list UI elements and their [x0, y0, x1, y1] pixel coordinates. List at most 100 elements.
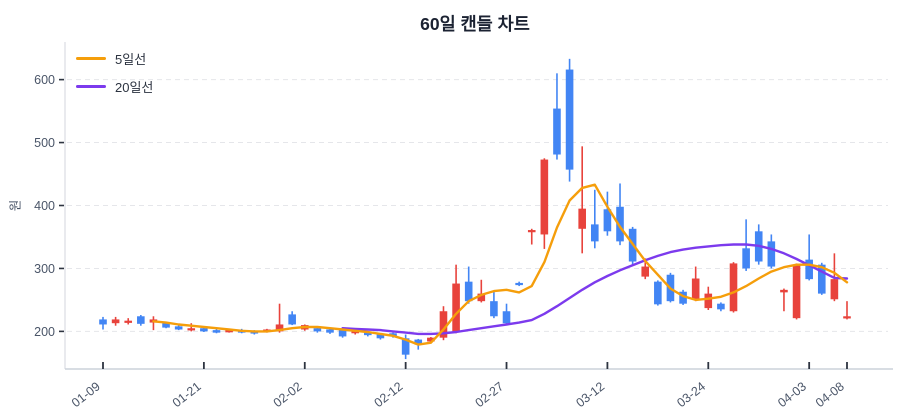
candle-body [654, 281, 662, 305]
candle [717, 302, 725, 312]
x-tick-label: 02-27 [473, 379, 507, 410]
candle-body [162, 323, 170, 328]
x-tick-label: 01-09 [69, 379, 103, 410]
candle-body [326, 329, 334, 333]
candle-body [338, 329, 347, 337]
candle-body [565, 69, 574, 170]
candle-body [553, 108, 561, 155]
x-tick-label: 02-02 [271, 379, 305, 410]
candle [805, 234, 813, 281]
candle-body [313, 328, 322, 332]
x-tick-label: 02-12 [372, 379, 406, 410]
candle-body [843, 316, 851, 319]
candle-body [780, 289, 788, 293]
candle [464, 266, 473, 304]
candle [111, 316, 120, 326]
ma20-line [341, 243, 849, 336]
candle [679, 289, 687, 305]
y-tick-label: 300 [34, 262, 55, 276]
candle-body [515, 282, 523, 286]
candle [654, 280, 662, 306]
candle-body [137, 316, 145, 324]
candle [729, 262, 738, 313]
y-tick-label: 200 [34, 325, 55, 339]
candle [767, 234, 776, 269]
candle-body [717, 303, 725, 310]
candle-body [376, 334, 385, 339]
candle [439, 306, 448, 341]
candle [527, 228, 536, 245]
candle-body [174, 326, 183, 330]
candle [843, 301, 851, 320]
legend-item-ma5[interactable]: 5일선 [76, 49, 153, 68]
candle-body [401, 338, 410, 355]
x-tick-label: 04-08 [813, 379, 847, 410]
candle [275, 303, 284, 333]
candle-body [704, 293, 713, 309]
candle-body [452, 283, 460, 332]
y-tick-label: 500 [34, 136, 55, 150]
legend-label-ma20: 20일선 [115, 80, 154, 95]
candle [792, 263, 801, 320]
candle-body [578, 208, 586, 229]
candle-body [225, 330, 233, 333]
candle-body [805, 259, 813, 280]
ma5-line [152, 183, 849, 346]
candle [616, 183, 624, 246]
candle [452, 264, 460, 334]
candle-body [742, 248, 750, 269]
y-tick-label: 400 [34, 199, 55, 213]
legend-label-ma5: 5일선 [115, 52, 147, 67]
candle-body [477, 293, 486, 302]
candle-body [124, 320, 133, 323]
candle [212, 328, 221, 334]
candle-body [111, 319, 120, 324]
candle-body [187, 328, 196, 331]
candle [490, 291, 498, 319]
candle-body [830, 279, 839, 300]
candle-body [490, 301, 498, 317]
legend-item-ma20[interactable]: 20일선 [76, 77, 153, 96]
x-tick-label: 03-24 [674, 379, 708, 410]
candle [590, 189, 599, 249]
candle-body [817, 264, 826, 294]
candle-body [792, 264, 801, 319]
candle-body [288, 314, 296, 325]
x-tick-label: 03-12 [573, 379, 607, 410]
ma20-line-swatch-icon [76, 84, 106, 89]
candle [780, 288, 788, 312]
ma5-line-swatch-icon [76, 56, 106, 61]
candle [149, 316, 158, 331]
candle [603, 191, 612, 236]
candle-body [364, 332, 372, 336]
x-tick-label: 01-21 [170, 379, 204, 410]
candle-body [691, 278, 700, 300]
candle [540, 158, 549, 249]
candle-body [427, 337, 435, 342]
candle-body [275, 324, 284, 332]
candle-body [729, 263, 738, 312]
candle [578, 146, 586, 254]
candle-body [99, 319, 107, 325]
candle-body [527, 230, 536, 233]
candle-body [439, 311, 448, 338]
candle-body [540, 159, 549, 235]
candle [565, 58, 574, 182]
candle [502, 303, 511, 326]
candle [553, 73, 561, 160]
candle [691, 266, 700, 302]
y-tick-label: 600 [34, 73, 55, 87]
candle-body [212, 330, 221, 333]
candle-body [200, 328, 208, 332]
candle-body [616, 206, 624, 242]
candle [515, 281, 523, 287]
chart-title: 60일 캔들 차트 [420, 14, 530, 34]
candle-body [414, 339, 423, 345]
candle [174, 325, 183, 331]
candle-body [679, 291, 687, 304]
candle [288, 311, 296, 326]
legend: 5일선 20일선 [76, 49, 153, 96]
candle [124, 318, 133, 325]
candle-body [603, 209, 612, 232]
